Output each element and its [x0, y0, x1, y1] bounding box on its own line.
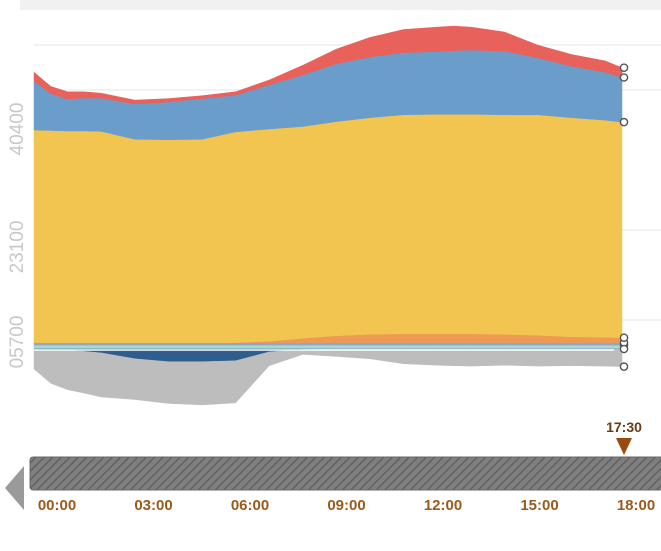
y-tick-label: 40400	[7, 103, 28, 156]
y-tick-label: 05700	[7, 316, 28, 369]
series-area-7	[33, 348, 623, 406]
timeline-scrubber[interactable]	[5, 456, 661, 510]
series-end-marker[interactable]	[619, 333, 629, 343]
series-area-3	[33, 114, 623, 343]
x-axis-labels: 00:00 03:00 06:00 09:00 12:00 15:00 18:00	[38, 497, 655, 514]
series-end-marker[interactable]	[619, 344, 629, 354]
current-time-marker[interactable]: 17:30	[606, 419, 642, 455]
top-strip	[20, 0, 661, 10]
series-end-markers	[619, 63, 629, 371]
scroll-left-arrow[interactable]	[5, 466, 24, 510]
series-end-marker[interactable]	[619, 63, 629, 72]
series-end-marker[interactable]	[619, 73, 629, 82]
x-tick-label: 06:00	[231, 497, 269, 514]
x-tick-label: 18:00	[617, 497, 655, 514]
x-tick-label: 12:00	[424, 497, 462, 514]
series-area-0	[33, 344, 623, 350]
x-tick-label: 00:00	[38, 497, 76, 514]
stacked-areas	[33, 25, 623, 406]
series-end-marker[interactable]	[619, 362, 629, 371]
y-axis-labels: 05700 23100 40400	[7, 103, 28, 369]
series-end-marker[interactable]	[619, 117, 629, 127]
series-area-1	[33, 342, 623, 346]
x-tick-label: 15:00	[520, 497, 558, 514]
y-tick-label: 23100	[7, 221, 28, 274]
timeline-track[interactable]	[29, 456, 661, 491]
x-tick-label: 03:00	[134, 497, 172, 514]
x-tick-label: 09:00	[327, 497, 365, 514]
current-time-label: 17:30	[606, 419, 642, 435]
current-time-pointer	[616, 438, 632, 455]
